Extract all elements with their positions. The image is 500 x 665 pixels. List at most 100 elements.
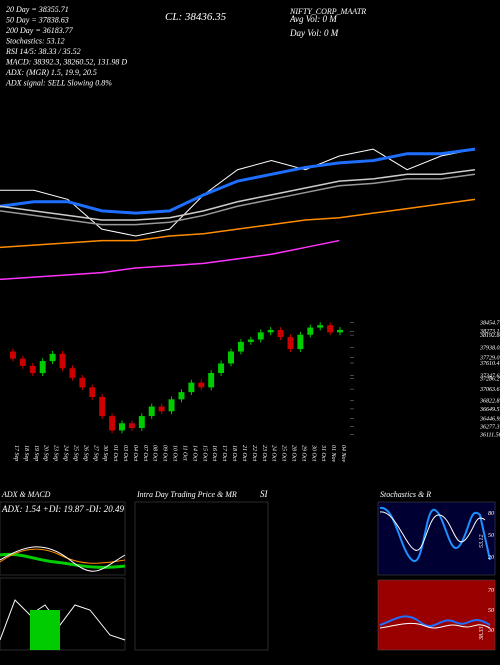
candle-body: [307, 327, 314, 335]
ma-line: [0, 239, 340, 281]
stoch-signal: [379, 511, 486, 551]
close-text: CL: 38436.35: [165, 11, 227, 23]
x-tick-label: 10 Oct: [172, 445, 178, 461]
y-tick-label: 38454.77: [479, 320, 500, 327]
x-tick-label: 01 Nov: [330, 445, 336, 463]
rsi-level: 30: [487, 628, 494, 634]
x-tick-label: 01 Oct: [112, 445, 118, 461]
candle-body: [257, 332, 264, 340]
x-tick-label: 11 Oct: [181, 445, 187, 461]
candle-body: [79, 377, 86, 388]
panel-title: ADX & MACD: [1, 490, 51, 499]
y-tick-label: 36277.3: [479, 425, 500, 431]
candle-body: [178, 392, 185, 400]
rsi-level: 50: [488, 608, 494, 614]
candle-body: [29, 365, 36, 374]
candle-body: [148, 406, 155, 417]
candle-body: [59, 353, 66, 369]
rsi-line: [379, 615, 491, 628]
x-tick-label: 03 Oct: [122, 445, 128, 461]
ma-line: [0, 168, 476, 221]
x-tick-label: 04 Oct: [132, 445, 139, 461]
stoch-level: 50: [488, 533, 494, 539]
candle-body: [337, 329, 344, 333]
y-tick-label: 37063.6: [479, 387, 500, 393]
x-tick-label: 08 Oct: [152, 445, 158, 461]
candle-body: [119, 423, 125, 431]
stoch-level: 80: [488, 511, 494, 517]
y-tick-label: 36446.92: [479, 416, 500, 423]
panel-text: ADX: 1.54 +DI: 19.87 -DI: 20.49: [1, 504, 125, 514]
candle-body: [138, 416, 145, 429]
x-tick-label: 17 Sep: [13, 445, 19, 461]
x-tick-label: 23 Sep: [53, 445, 59, 461]
x-tick-label: 21 Oct: [241, 445, 247, 461]
rsi-box: [377, 579, 496, 651]
candle-body: [317, 325, 324, 328]
info-text: 20 Day = 38355.71: [6, 5, 69, 14]
macd-hist: [30, 610, 60, 650]
candle-body: [69, 368, 76, 378]
candle-body: [297, 334, 304, 350]
x-tick-label: 19 Sep: [33, 445, 39, 461]
info-text: ADX: (MGR) 1.5, 19.9, 20.5: [5, 68, 97, 77]
ma-line: [0, 198, 476, 249]
candle-body: [327, 325, 334, 333]
y-tick-label: 37938.05: [479, 345, 500, 351]
y-tick-label: 37347.63: [479, 373, 500, 380]
x-tick-label: 18 Sep: [23, 445, 29, 461]
candle-body: [208, 373, 215, 388]
di-line: [0, 546, 126, 572]
x-tick-label: 26 Sep: [82, 445, 88, 461]
candle-body: [19, 358, 26, 366]
panel-text: SI: [260, 489, 269, 499]
candle-body: [218, 363, 225, 374]
candle-body: [109, 416, 116, 431]
ma-line: [0, 173, 476, 226]
avg-vol: Avg Vol: 0 M: [289, 14, 337, 24]
info-text: Stochastics: 53.12: [6, 37, 65, 46]
ma-line: [0, 147, 476, 215]
candle-body: [228, 351, 234, 364]
stoch-box: [377, 501, 496, 576]
x-tick-label: 18 Oct: [231, 445, 237, 461]
x-tick-label: 15 Oct: [201, 445, 207, 461]
candle-body: [247, 339, 254, 342]
x-tick-label: 04 Nov: [340, 445, 347, 463]
adx-line: [0, 552, 126, 569]
x-tick-label: 29 Oct: [300, 445, 306, 461]
x-tick-label: 28 Oct: [290, 445, 296, 461]
x-tick-label: 25 Oct: [281, 445, 287, 461]
x-tick-label: 25 Sep: [72, 445, 78, 461]
rsi-level: 70: [488, 588, 494, 594]
candle-body: [287, 337, 294, 350]
rsi-signal: [379, 622, 491, 629]
x-tick-label: 23 Oct: [261, 445, 267, 461]
candle-body: [99, 396, 106, 417]
x-tick-label: 20 Sep: [43, 445, 49, 461]
di-line: [0, 548, 126, 564]
y-tick-label: 38273.12: [479, 329, 500, 335]
candle-body: [39, 361, 46, 374]
candle-body: [237, 341, 244, 352]
x-tick-label: 22 Oct: [251, 445, 257, 461]
x-tick-label: 09 Oct: [162, 445, 168, 461]
candle-body: [9, 351, 16, 359]
y-tick-label: 37610.4: [479, 360, 500, 367]
chart-title: NIFTY_CORP_MAATR: [289, 7, 366, 16]
info-text: ADX signal: SELL Slowing 0.8%: [5, 79, 112, 88]
candle-body: [168, 399, 175, 412]
x-tick-label: 17 Oct: [221, 445, 227, 461]
y-tick-label: 37286.2: [479, 376, 500, 382]
panel-title: Intra Day Trading Price & MR: [136, 490, 237, 499]
candle-body: [188, 382, 195, 393]
info-text: RSI 14/5: 38.33 / 35.52: [5, 47, 81, 56]
candle-body: [89, 387, 96, 397]
candle-body: [49, 353, 56, 362]
y-tick-label: 36111.56: [479, 433, 500, 439]
stoch-value: 53.12: [479, 535, 485, 549]
x-tick-label: 07 Oct: [142, 445, 148, 461]
y-tick-label: 36822.87: [479, 399, 500, 405]
